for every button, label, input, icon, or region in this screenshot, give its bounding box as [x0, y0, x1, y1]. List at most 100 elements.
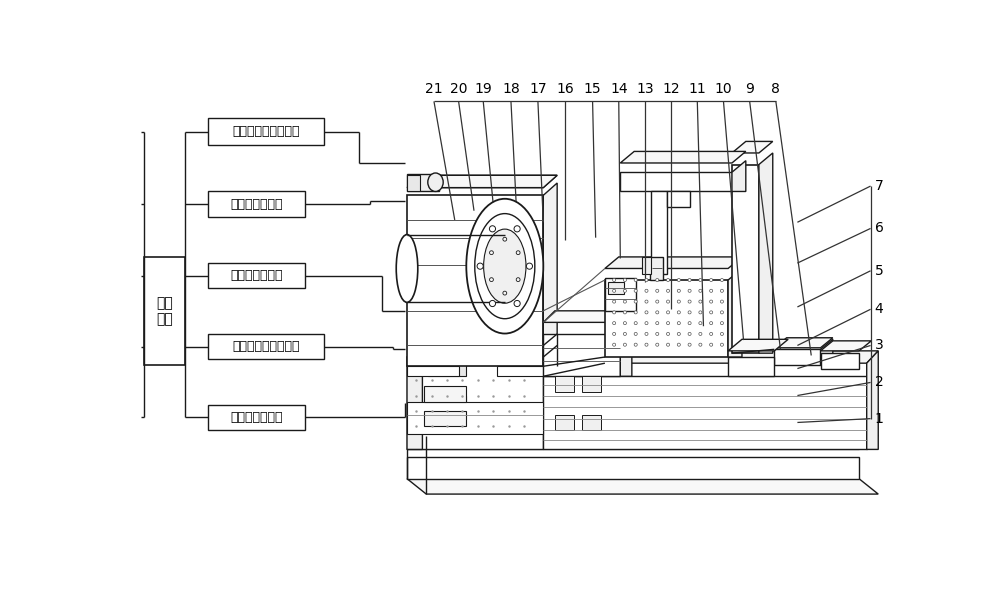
Circle shape	[677, 300, 680, 303]
Circle shape	[477, 263, 483, 269]
Circle shape	[699, 300, 702, 303]
Circle shape	[677, 289, 680, 292]
Circle shape	[656, 343, 659, 346]
Text: 18: 18	[502, 82, 520, 96]
Circle shape	[710, 289, 713, 292]
Polygon shape	[407, 457, 859, 478]
Polygon shape	[407, 175, 420, 191]
Circle shape	[699, 289, 702, 292]
Circle shape	[490, 251, 493, 255]
Circle shape	[634, 289, 637, 292]
Circle shape	[503, 237, 507, 241]
Circle shape	[656, 289, 659, 292]
Circle shape	[666, 289, 670, 292]
Text: 16: 16	[556, 82, 574, 96]
Polygon shape	[732, 141, 773, 153]
Circle shape	[699, 322, 702, 325]
Bar	[208, 334, 324, 359]
Polygon shape	[543, 376, 867, 450]
Ellipse shape	[428, 173, 443, 192]
Ellipse shape	[466, 199, 543, 334]
Text: 微纳运动控制器: 微纳运动控制器	[230, 411, 283, 424]
Circle shape	[677, 311, 680, 314]
Polygon shape	[605, 280, 728, 357]
Text: 4: 4	[875, 302, 883, 316]
Text: 3: 3	[875, 338, 883, 352]
Circle shape	[645, 332, 648, 335]
Circle shape	[720, 289, 723, 292]
Circle shape	[720, 332, 723, 335]
Polygon shape	[820, 340, 833, 365]
Circle shape	[490, 278, 493, 281]
Text: 刀尖高度检测控制器: 刀尖高度检测控制器	[232, 340, 300, 353]
Text: 5: 5	[875, 264, 883, 278]
Polygon shape	[407, 436, 878, 450]
Circle shape	[613, 289, 616, 292]
Circle shape	[656, 311, 659, 314]
Polygon shape	[759, 153, 773, 353]
Circle shape	[645, 343, 648, 346]
Polygon shape	[642, 257, 651, 274]
Polygon shape	[428, 423, 466, 433]
Circle shape	[677, 322, 680, 325]
Polygon shape	[605, 278, 636, 311]
Text: 19: 19	[474, 82, 492, 96]
Polygon shape	[407, 175, 557, 188]
Text: 13: 13	[636, 82, 654, 96]
Polygon shape	[820, 341, 871, 351]
Polygon shape	[728, 340, 788, 351]
Polygon shape	[409, 175, 557, 188]
Circle shape	[634, 332, 637, 335]
Polygon shape	[497, 366, 543, 376]
Circle shape	[710, 278, 713, 281]
Circle shape	[645, 311, 648, 314]
Circle shape	[710, 300, 713, 303]
Text: 10: 10	[715, 82, 732, 96]
Circle shape	[720, 311, 723, 314]
Circle shape	[634, 322, 637, 325]
Text: 9: 9	[745, 82, 754, 96]
Circle shape	[613, 332, 616, 335]
Circle shape	[526, 263, 533, 269]
Circle shape	[613, 343, 616, 346]
Circle shape	[688, 300, 691, 303]
Polygon shape	[605, 257, 742, 269]
Text: 2: 2	[875, 376, 883, 389]
Text: 8: 8	[771, 82, 780, 96]
Circle shape	[516, 251, 520, 255]
Circle shape	[688, 311, 691, 314]
Circle shape	[634, 300, 637, 303]
Polygon shape	[407, 401, 543, 434]
Circle shape	[666, 300, 670, 303]
Circle shape	[516, 278, 520, 281]
Circle shape	[634, 343, 637, 346]
Polygon shape	[543, 311, 632, 322]
Polygon shape	[407, 174, 439, 192]
Polygon shape	[407, 366, 459, 376]
Text: 14: 14	[610, 82, 628, 96]
Polygon shape	[407, 365, 543, 450]
Circle shape	[666, 322, 670, 325]
Polygon shape	[407, 195, 543, 366]
Bar	[208, 263, 305, 288]
Circle shape	[645, 300, 648, 303]
Circle shape	[656, 300, 659, 303]
Text: 20: 20	[450, 82, 467, 96]
Text: 工件跳动检测控制器: 工件跳动检测控制器	[232, 125, 300, 138]
Circle shape	[623, 278, 626, 281]
Circle shape	[699, 311, 702, 314]
Text: 微纳驱动控制器: 微纳驱动控制器	[230, 198, 283, 211]
Circle shape	[699, 332, 702, 335]
Circle shape	[720, 300, 723, 303]
Polygon shape	[728, 269, 742, 357]
Polygon shape	[407, 346, 559, 357]
Circle shape	[710, 343, 713, 346]
Circle shape	[623, 311, 626, 314]
Polygon shape	[608, 281, 624, 294]
Circle shape	[720, 343, 723, 346]
Polygon shape	[774, 349, 820, 365]
Circle shape	[623, 343, 626, 346]
Polygon shape	[651, 192, 666, 274]
Polygon shape	[424, 411, 466, 426]
Polygon shape	[774, 338, 833, 348]
